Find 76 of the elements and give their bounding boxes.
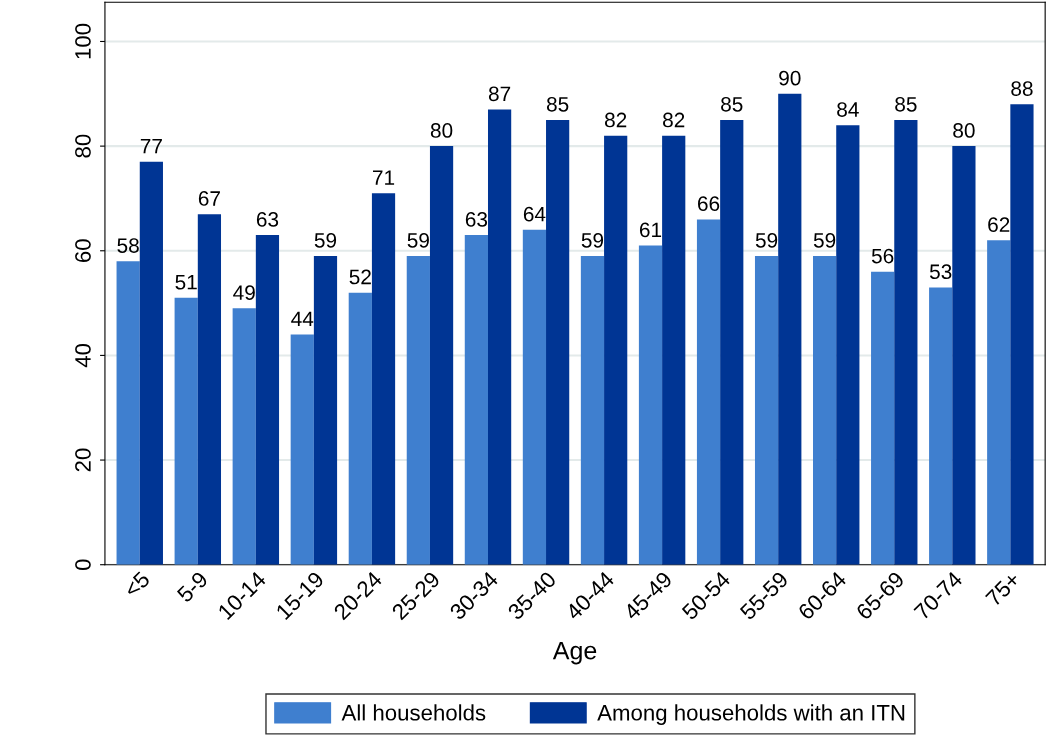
y-tick-label: 80	[75, 134, 91, 158]
bar	[754, 256, 779, 565]
data-label: 59	[314, 232, 337, 248]
data-label: 80	[430, 123, 453, 138]
data-label: 77	[140, 139, 162, 154]
data-label: 63	[256, 212, 279, 227]
bar	[174, 297, 198, 565]
bar	[696, 219, 721, 565]
bar	[929, 287, 953, 565]
y-tick-label: 20	[75, 448, 91, 472]
data-label: 63	[465, 212, 488, 227]
data-label: 82	[663, 112, 685, 128]
bar	[894, 119, 918, 565]
bar	[662, 135, 686, 565]
data-label: 88	[1011, 81, 1033, 96]
data-label: 90	[779, 70, 801, 86]
data-label: 61	[639, 222, 662, 238]
bar	[638, 245, 663, 565]
bar	[232, 308, 256, 565]
legend-label: Among households with an ITN	[597, 704, 905, 725]
data-label: 80	[953, 123, 975, 138]
bar	[778, 93, 802, 565]
data-label: 62	[988, 217, 1010, 233]
bar	[487, 109, 512, 565]
bar	[836, 125, 860, 565]
bar	[522, 229, 547, 565]
data-label: 59	[407, 232, 429, 248]
bar	[604, 135, 628, 565]
bar	[580, 256, 605, 565]
bar	[371, 193, 396, 565]
bar	[952, 146, 976, 565]
bar	[406, 256, 430, 565]
bar	[720, 119, 744, 565]
data-label: 59	[813, 232, 836, 248]
data-label: 51	[175, 275, 197, 290]
bar	[255, 235, 280, 565]
data-label: 64	[523, 206, 546, 222]
bar	[429, 146, 454, 565]
data-label: 58	[117, 238, 139, 253]
data-label: 56	[871, 248, 894, 264]
data-label: 84	[837, 102, 859, 117]
x-tick-label: 5-9	[176, 570, 209, 604]
bar	[313, 256, 338, 565]
data-label: 82	[605, 112, 627, 128]
bar	[139, 161, 163, 565]
bar	[987, 240, 1011, 565]
y-tick-label: 100	[75, 23, 91, 59]
x-axis-title: Age	[552, 641, 597, 665]
bar	[871, 271, 895, 565]
data-label: 85	[895, 96, 917, 112]
y-tick-label: 40	[75, 343, 91, 368]
data-label: 59	[581, 232, 604, 248]
legend-label: All households	[341, 704, 486, 721]
bar	[1010, 104, 1034, 565]
x-tick-label: 75+	[985, 570, 1022, 607]
y-tick-label: 60	[75, 239, 91, 262]
bar	[116, 261, 140, 565]
data-label: 49	[233, 285, 255, 301]
data-label: 59	[755, 232, 778, 248]
data-label: 85	[546, 96, 569, 112]
bar	[546, 119, 570, 565]
bar	[348, 292, 372, 565]
y-tick-label: 0	[75, 559, 91, 571]
data-label: 67	[198, 191, 220, 206]
bar	[197, 214, 222, 565]
bar	[813, 256, 837, 565]
data-label: 53	[929, 264, 952, 280]
data-label: 71	[373, 170, 395, 185]
bar	[464, 235, 488, 565]
data-label: 44	[291, 311, 314, 326]
bar	[290, 334, 314, 565]
x-tick-label: <5	[123, 570, 151, 599]
data-label: 66	[698, 196, 720, 212]
data-label: 85	[721, 96, 743, 112]
data-label: 52	[349, 269, 371, 285]
data-label: 87	[488, 86, 511, 102]
